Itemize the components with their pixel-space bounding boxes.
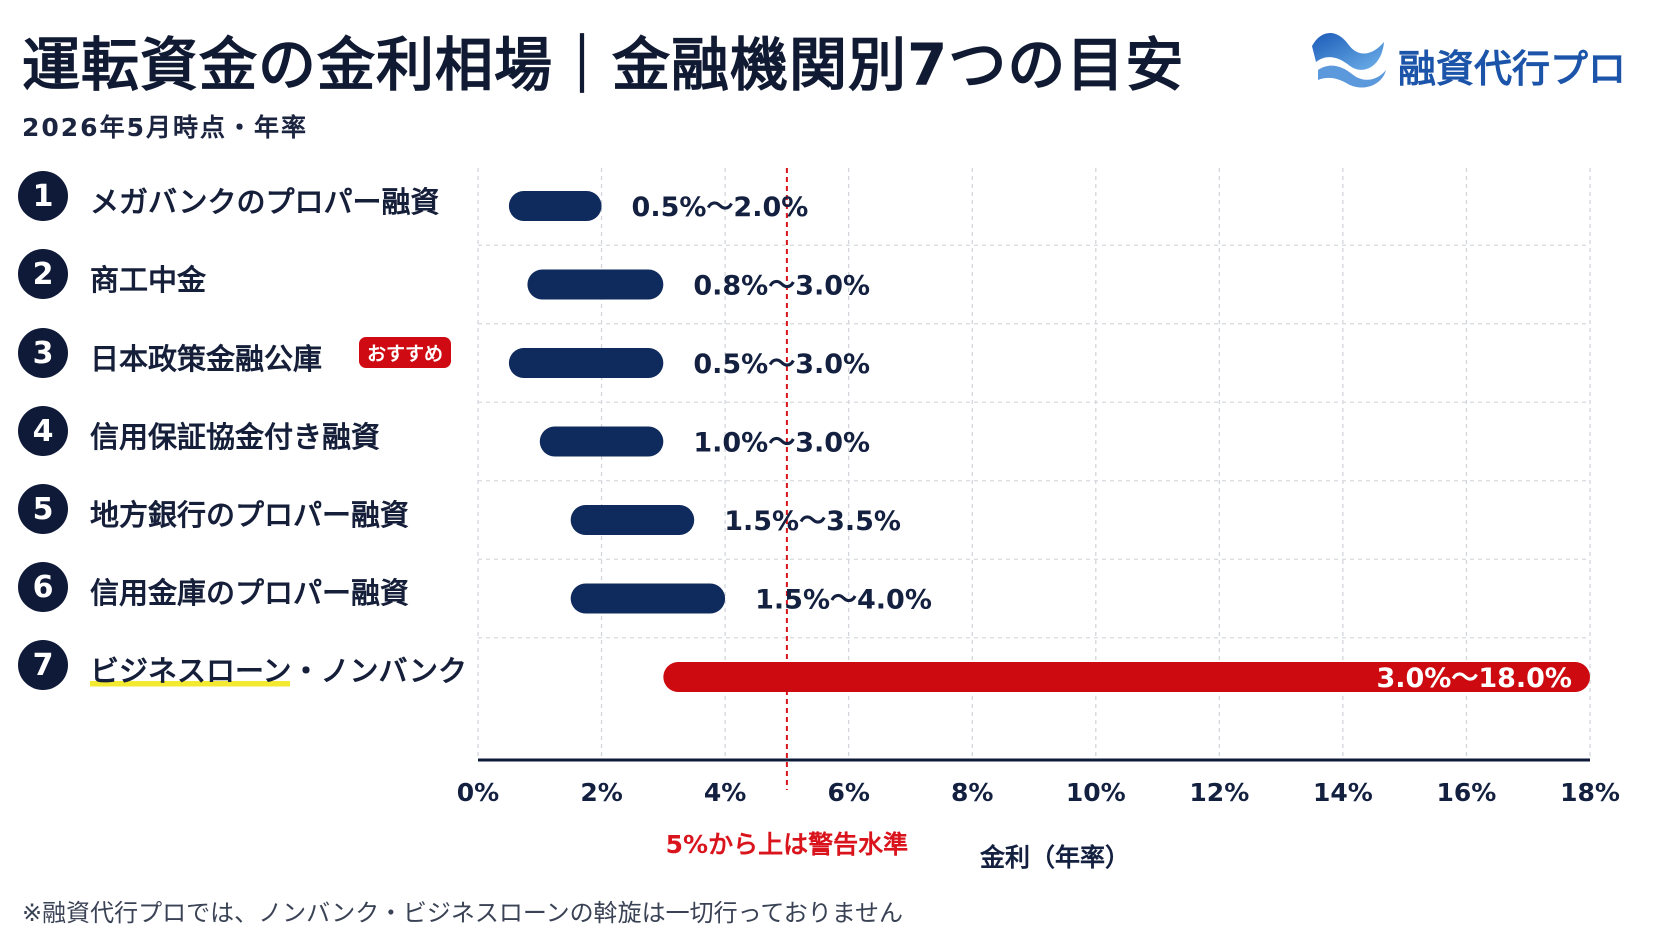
wave-logo-icon	[1312, 33, 1386, 88]
category-row-2: 2 商工中金	[18, 246, 478, 302]
range-bar-3	[508, 348, 664, 378]
data-label-6: 1.5%～4.0%	[755, 585, 932, 616]
page-title: 運転資金の金利相場｜金融機関別7つの目安	[22, 31, 1185, 99]
category-label-4: 信用保証協金付き融資	[90, 420, 381, 454]
x-tick-label-0: 0%	[457, 778, 499, 807]
x-tick-label-2: 4%	[704, 778, 746, 807]
chart-grid	[477, 168, 1591, 790]
x-tick-label-6: 12%	[1189, 778, 1249, 807]
number-badge-7: 7	[18, 640, 68, 690]
chart-bars: 0.5%～2.0% 0.8%～3.0% 0.5%～3.0% 1.0%～3.0% 1.5%…	[508, 191, 1590, 694]
footnote: ※融資代行プロでは、ノンバンク・ビジネスローンの斡旋は一切行っておりません	[22, 899, 903, 927]
data-label-4: 1.0%～3.0%	[693, 428, 870, 459]
page-subtitle: 2026年5月時点・年率	[22, 113, 308, 142]
category-row-7: 7 ビジネスローン・ノンバンク	[18, 637, 478, 693]
range-bar-7	[663, 662, 1590, 692]
x-tick-label-3: 6%	[827, 778, 869, 807]
data-label-5: 1.5%～3.5%	[724, 506, 901, 537]
category-row-3: 3 日本政策金融公庫 おすすめ	[18, 325, 478, 381]
x-tick-label-1: 2%	[580, 778, 622, 807]
category-label-7: ビジネスローン・ノンバンク	[90, 648, 468, 690]
number-badge-6: 6	[18, 562, 68, 612]
reference-line-label: 5%から上は警告水準	[666, 830, 908, 859]
number-badge-5: 5	[18, 484, 68, 534]
category-label-6: 信用金庫のプロパー融資	[90, 576, 410, 610]
x-tick-label-4: 8%	[951, 778, 993, 807]
brand-logo: 融資代行プロ	[1308, 26, 1660, 92]
number-badge-3: 3	[18, 328, 68, 378]
category-row-4: 4 信用保証協金付き融資	[18, 403, 478, 459]
number-badge-4: 4	[18, 406, 68, 456]
x-tick-label-7: 14%	[1313, 778, 1373, 807]
range-bar-1	[508, 191, 602, 221]
x-tick-label-5: 10%	[1066, 778, 1126, 807]
brand-name: 融資代行プロ	[1398, 47, 1627, 91]
category-row-6: 6 信用金庫のプロパー融資	[18, 559, 478, 615]
category-label-5: 地方銀行のプロパー融資	[90, 498, 410, 532]
data-label-7: 3.0%～18.0%	[1376, 663, 1572, 694]
data-label-2: 0.8%～3.0%	[693, 271, 870, 302]
range-bar-5	[570, 505, 695, 535]
category-row-5: 5 地方銀行のプロパー融資	[18, 481, 478, 537]
range-bar-4	[539, 426, 664, 457]
x-tick-label-8: 16%	[1437, 778, 1497, 807]
range-bar-2	[527, 269, 664, 300]
category-row-1: 1 メガバンクのプロパー融資	[18, 168, 478, 224]
chart-x-axis: 5%から上は警告水準 0% 2% 4% 6% 8% 10% 12% 14% 16% 18% 金利（年率…	[457, 758, 1620, 872]
x-tick-label-9: 18%	[1560, 778, 1620, 807]
category-label-1: メガバンクのプロパー融資	[90, 185, 440, 219]
category-label-3: 日本政策金融公庫	[90, 342, 323, 376]
range-bar-6	[570, 583, 726, 614]
number-badge-2: 2	[18, 249, 68, 299]
data-label-3: 0.5%～3.0%	[693, 349, 870, 380]
category-label-2: 商工中金	[90, 263, 207, 297]
x-axis-title: 金利（年率）	[979, 843, 1130, 872]
recommended-badge: おすすめ	[359, 337, 452, 368]
number-badge-1: 1	[18, 171, 68, 221]
data-label-1: 0.5%～2.0%	[632, 192, 809, 223]
